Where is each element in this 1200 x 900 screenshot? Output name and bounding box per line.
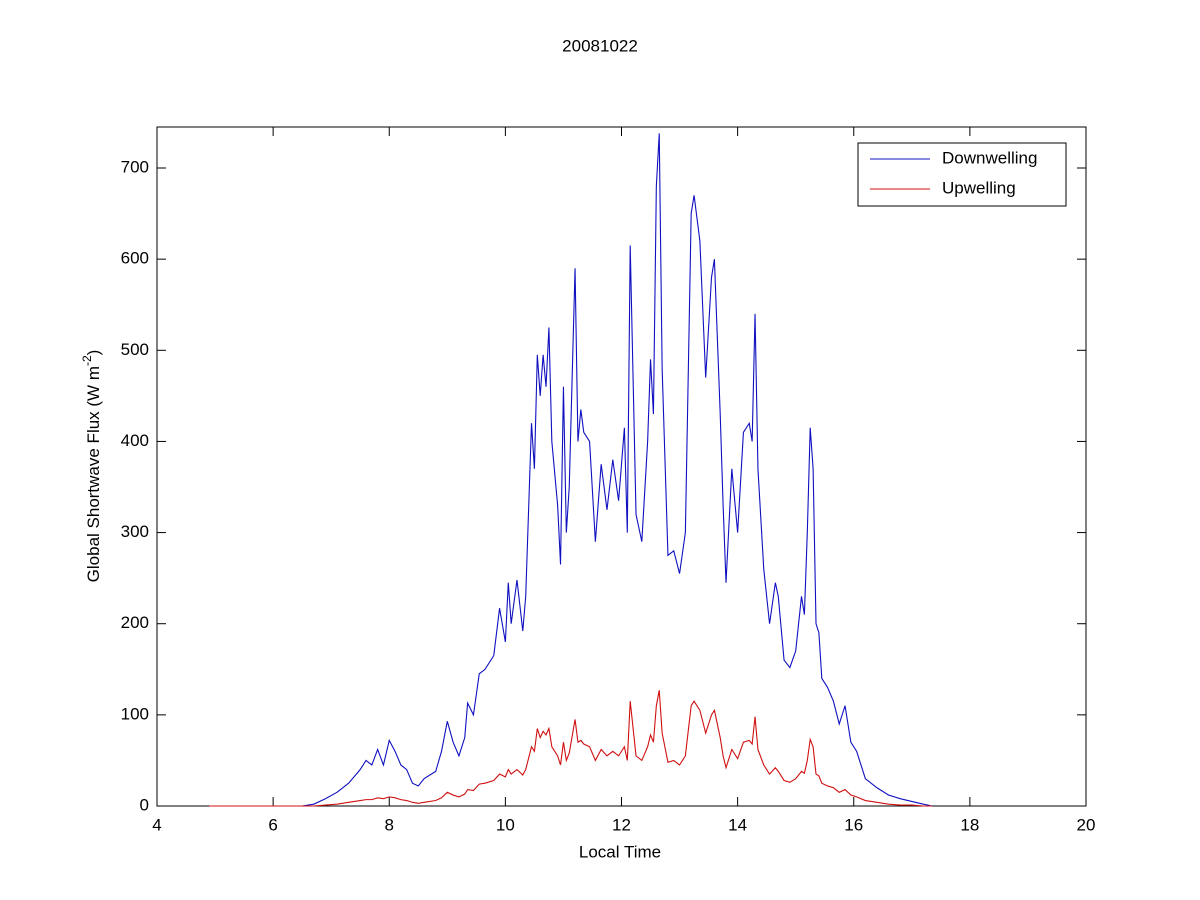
y-tick-label: 700 bbox=[121, 157, 149, 176]
y-tick-label: 500 bbox=[121, 340, 149, 359]
x-tick-label: 16 bbox=[844, 815, 863, 834]
y-tick-label: 0 bbox=[140, 795, 149, 814]
line-series bbox=[209, 133, 933, 807]
legend-box bbox=[857, 142, 1067, 207]
y-axis-label-text: Global Shortwave Flux (W m bbox=[84, 366, 103, 582]
x-tick-label: 20 bbox=[1077, 815, 1096, 834]
y-tick-label: 100 bbox=[121, 704, 149, 723]
y-axis-label-sup: -2 bbox=[80, 355, 94, 366]
y-tick-label: 300 bbox=[121, 522, 149, 541]
y-axis-label-end: ) bbox=[84, 350, 103, 356]
y-tick-label: 600 bbox=[121, 249, 149, 268]
line-series bbox=[209, 690, 933, 807]
x-tick-label: 6 bbox=[268, 815, 277, 834]
x-tick-label: 12 bbox=[612, 815, 631, 834]
x-tick-label: 10 bbox=[496, 815, 515, 834]
chart-title: 20081022 bbox=[562, 36, 638, 55]
x-tick-label: 14 bbox=[728, 815, 747, 834]
x-tick-label: 18 bbox=[960, 815, 979, 834]
legend-label: Upwelling bbox=[942, 178, 1016, 197]
legend-label: Downwelling bbox=[942, 148, 1037, 167]
y-tick-label: 400 bbox=[121, 431, 149, 450]
x-axis-label: Local Time bbox=[579, 842, 661, 861]
x-tick-label: 4 bbox=[152, 815, 161, 834]
y-axis-label: Global Shortwave Flux (W m-2) bbox=[80, 350, 103, 583]
x-tick-label: 8 bbox=[385, 815, 394, 834]
y-tick-label: 200 bbox=[121, 613, 149, 632]
